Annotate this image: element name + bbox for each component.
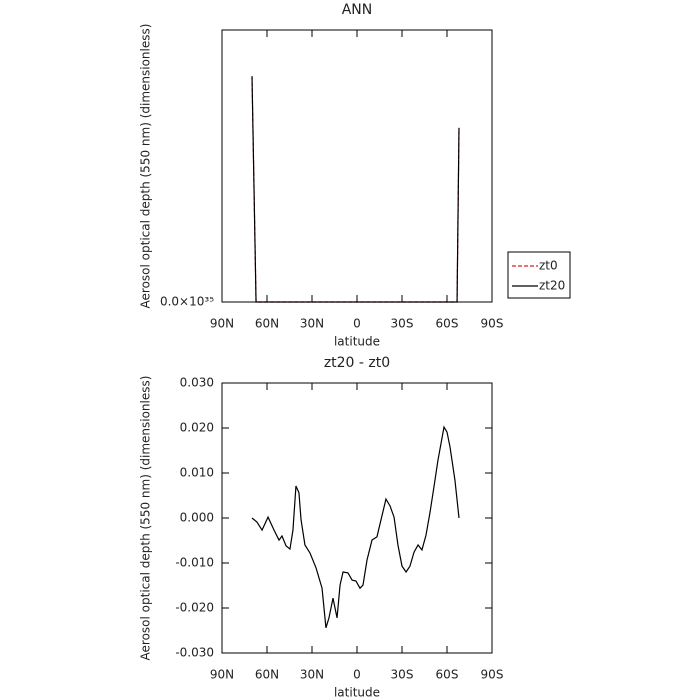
y-axis-label: Aerosol optical depth (550 nm) (dimensio… <box>139 24 153 309</box>
legend-frame <box>507 251 571 299</box>
plot-frame <box>221 29 493 303</box>
y-axis-label: Aerosol optical depth (550 nm) (dimensio… <box>139 376 153 661</box>
plot-frame <box>221 382 493 654</box>
y-tick-label: -0.030 <box>175 646 214 660</box>
line-series <box>251 425 460 628</box>
x-tick-label: 30S <box>391 668 414 682</box>
x-tick-label: 90N <box>210 668 234 682</box>
y-tick-label: 0.020 <box>180 421 214 435</box>
x-tick-label: 30S <box>391 317 414 331</box>
y-tick-label: 0.0×10³⁵ <box>160 295 214 309</box>
x-tick-label: 90N <box>210 317 234 331</box>
legend-label: zt0 <box>539 259 558 273</box>
x-axis-label: latitude <box>334 686 380 700</box>
x-tick-label: 30N <box>300 668 324 682</box>
y-tick-label: -0.010 <box>175 556 214 570</box>
x-tick-label: 60N <box>255 668 279 682</box>
y-tick-label: -0.020 <box>175 601 214 615</box>
x-tick-label: 0 <box>353 317 361 331</box>
x-tick-label: 0 <box>353 668 361 682</box>
y-tick-label: 0.000 <box>180 511 214 525</box>
x-tick-label: 60N <box>255 317 279 331</box>
x-tick-label: 60S <box>436 317 459 331</box>
line-series <box>251 76 460 303</box>
x-axis-label: latitude <box>334 335 380 349</box>
y-tick-label: 0.030 <box>180 376 214 390</box>
x-tick-label: 90S <box>481 317 504 331</box>
y-tick-label: 0.010 <box>180 466 214 480</box>
line-series <box>251 76 460 303</box>
x-tick-label: 60S <box>436 668 459 682</box>
chart-title: ANN <box>342 2 373 18</box>
legend-label: zt20 <box>539 279 565 293</box>
x-tick-label: 90S <box>481 668 504 682</box>
chart-title: zt20 - zt0 <box>324 355 390 371</box>
x-tick-label: 30N <box>300 317 324 331</box>
